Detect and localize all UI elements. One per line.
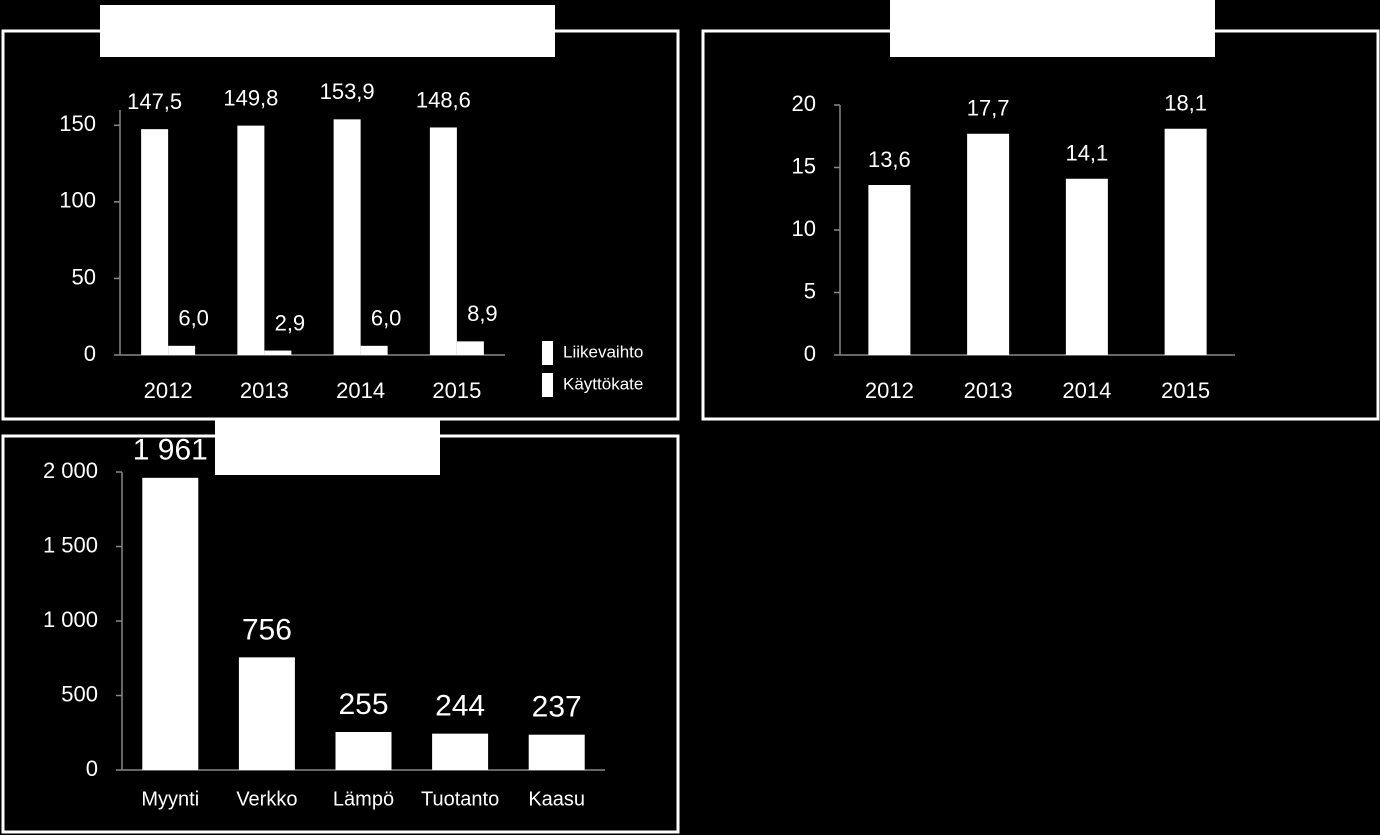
x-tick-label: 2014	[336, 378, 385, 403]
x-tick-label: 2013	[964, 378, 1013, 403]
value-label: 6,0	[178, 306, 209, 331]
value-label: 149,8	[223, 85, 278, 110]
bar	[141, 129, 169, 355]
bar	[264, 350, 292, 355]
panel	[1, 434, 680, 834]
value-label: 148,6	[416, 87, 471, 112]
value-label: 255	[338, 688, 388, 721]
value-label: 17,7	[967, 96, 1010, 121]
y-tick-label: 100	[59, 188, 96, 213]
y-tick-label: 1 500	[43, 532, 98, 557]
y-tick-label: 150	[59, 111, 96, 136]
bar	[335, 732, 392, 770]
x-tick-label: 2012	[144, 378, 193, 403]
y-tick-label: 0	[86, 756, 98, 781]
bar	[967, 133, 1010, 355]
y-tick-label: 5	[804, 278, 816, 303]
y-tick-label: 1 000	[43, 607, 98, 632]
x-tick-label: Tuotanto	[421, 788, 499, 810]
title-box	[215, 420, 440, 475]
x-tick-label: Lämpö	[333, 788, 394, 810]
bar	[360, 345, 388, 355]
value-label: 756	[242, 613, 292, 646]
value-label: 18,1	[1164, 91, 1207, 116]
value-label: 153,9	[320, 79, 375, 104]
bar	[429, 127, 457, 355]
x-tick-label: 2012	[865, 378, 914, 403]
value-label: 13,6	[868, 147, 911, 172]
value-label: 244	[435, 690, 485, 723]
bar	[456, 341, 484, 355]
y-tick-label: 0	[84, 341, 96, 366]
bar	[1065, 178, 1108, 355]
y-tick-label: 0	[804, 341, 816, 366]
value-label: 14,1	[1065, 141, 1108, 166]
value-label: 147,5	[127, 89, 182, 114]
y-tick-label: 10	[792, 216, 816, 241]
x-tick-label: Verkko	[236, 788, 297, 810]
x-tick-label: 2015	[432, 378, 481, 403]
bar	[333, 119, 361, 355]
x-tick-label: 2015	[1161, 378, 1210, 403]
x-tick-label: 2014	[1062, 378, 1111, 403]
value-label: 6,0	[371, 306, 402, 331]
legend-label: Käyttökate	[563, 374, 643, 393]
y-tick-label: 2 000	[43, 458, 98, 483]
title-box	[100, 5, 555, 57]
legend-swatch	[542, 341, 553, 365]
y-tick-label: 20	[792, 91, 816, 116]
value-label: 8,9	[467, 301, 498, 326]
bar	[168, 345, 196, 355]
bar	[868, 185, 911, 355]
bar	[528, 734, 585, 770]
y-tick-label: 500	[61, 681, 98, 706]
value-label: 237	[532, 691, 582, 724]
value-label: 1 961	[133, 434, 208, 467]
y-tick-label: 50	[72, 264, 96, 289]
bar	[238, 657, 295, 770]
y-tick-label: 15	[792, 153, 816, 178]
x-tick-label: 2013	[240, 378, 289, 403]
legend-label: Liikevaihto	[563, 342, 643, 361]
legend-swatch	[542, 373, 553, 397]
value-label: 2,9	[275, 310, 306, 335]
bar	[237, 125, 265, 356]
bar	[1164, 128, 1207, 355]
bar	[142, 477, 199, 770]
x-tick-label: Kaasu	[528, 788, 585, 810]
x-tick-label: Myynti	[141, 788, 199, 810]
title-box	[890, 0, 1215, 57]
bar	[432, 733, 489, 770]
